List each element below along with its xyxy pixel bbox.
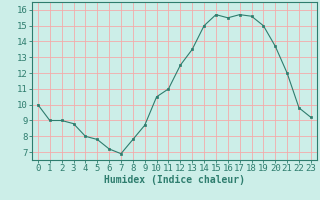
X-axis label: Humidex (Indice chaleur): Humidex (Indice chaleur) [104,175,245,185]
